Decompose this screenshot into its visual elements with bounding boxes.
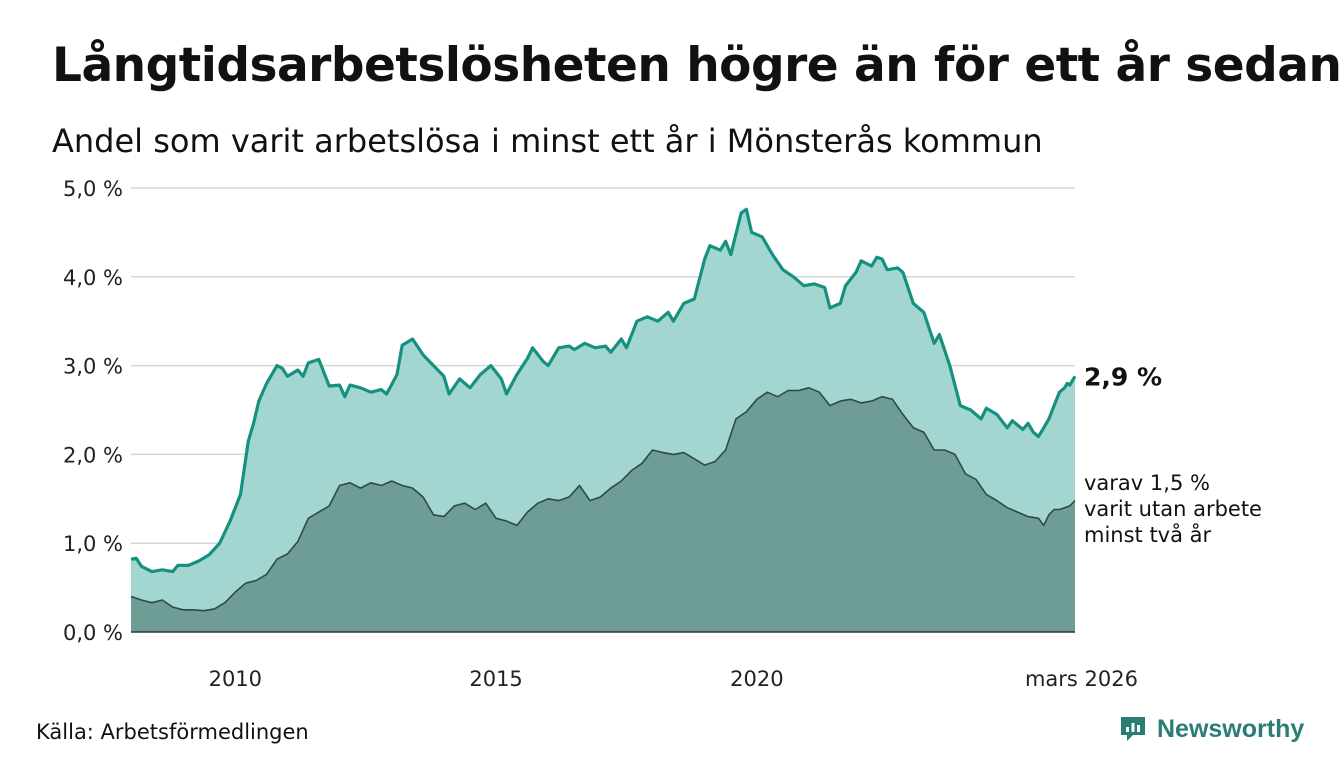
y-tick-label: 3,0 % xyxy=(63,355,123,379)
chart-subtitle: Andel som varit arbetslösa i minst ett å… xyxy=(52,122,1043,160)
y-tick-label: 4,0 % xyxy=(63,266,123,290)
source-note: Källa: Arbetsförmedlingen xyxy=(36,720,309,744)
two-year-series-area xyxy=(131,387,1075,632)
y-tick-label: 5,0 % xyxy=(63,177,123,201)
two-year-series-line xyxy=(130,387,1076,612)
total-end-label: 2,9 % xyxy=(1084,362,1162,391)
y-tick-label: 1,0 % xyxy=(63,532,123,556)
x-axis-ticks: 2010 2015 2020 mars 2026 xyxy=(209,667,1138,691)
y-tick-label: 0,0 % xyxy=(63,621,123,645)
brand-logo: Newsworthy xyxy=(1118,714,1304,744)
x-tick-label: 2010 xyxy=(209,667,262,691)
x-tick-label: 2015 xyxy=(469,667,522,691)
two-year-end-label-line: varav 1,5 % xyxy=(1084,471,1210,495)
total-series-line xyxy=(130,207,1077,574)
x-tick-label: 2020 xyxy=(730,667,783,691)
series-areas xyxy=(130,207,1077,633)
y-tick-label: 2,0 % xyxy=(63,443,123,467)
two-year-end-label-line: minst två år xyxy=(1084,522,1212,547)
newsworthy-logo-icon xyxy=(1121,717,1145,741)
y-axis-ticks: 0,0 % 1,0 % 2,0 % 3,0 % 4,0 % 5,0 % xyxy=(63,177,123,645)
chart-title: Långtidsarbetslösheten högre än för ett … xyxy=(52,38,1340,93)
brand-name: Newsworthy xyxy=(1157,714,1305,743)
x-tick-label: mars 2026 xyxy=(1025,667,1138,691)
two-year-end-label-line: varit utan arbete xyxy=(1084,497,1262,521)
